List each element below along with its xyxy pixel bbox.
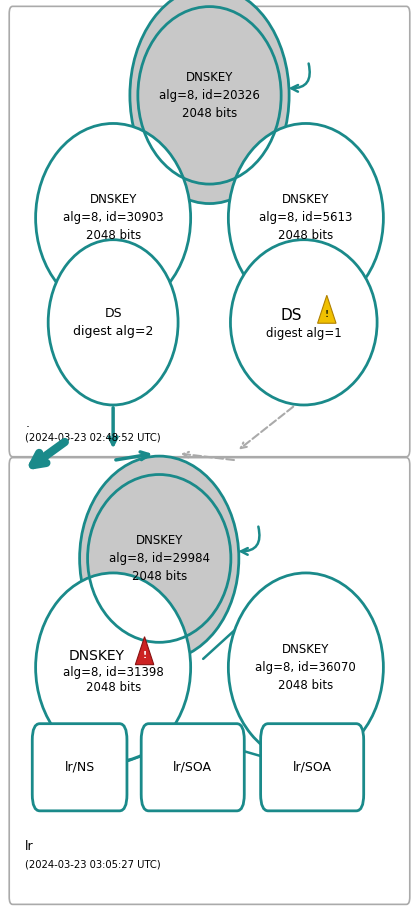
Ellipse shape [228, 573, 383, 762]
FancyBboxPatch shape [141, 724, 244, 811]
Text: DNSKEY: DNSKEY [68, 649, 124, 664]
Text: DNSKEY
alg=8, id=36070
2048 bits: DNSKEY alg=8, id=36070 2048 bits [256, 643, 356, 692]
Text: (2024-03-23 02:48:52 UTC): (2024-03-23 02:48:52 UTC) [25, 432, 161, 442]
Ellipse shape [228, 123, 383, 312]
Ellipse shape [36, 123, 191, 312]
Text: lr/NS: lr/NS [65, 761, 95, 774]
Text: alg=8, id=31398: alg=8, id=31398 [63, 666, 163, 679]
Text: .: . [25, 417, 29, 429]
Ellipse shape [80, 456, 239, 661]
Text: DNSKEY
alg=8, id=20326
2048 bits: DNSKEY alg=8, id=20326 2048 bits [159, 71, 260, 120]
Text: lr/SOA: lr/SOA [292, 761, 332, 774]
Text: lr: lr [25, 840, 34, 853]
Ellipse shape [48, 240, 178, 405]
Ellipse shape [36, 573, 191, 762]
Text: !: ! [325, 310, 329, 319]
Text: DNSKEY
alg=8, id=30903
2048 bits: DNSKEY alg=8, id=30903 2048 bits [63, 193, 163, 242]
FancyBboxPatch shape [9, 458, 410, 904]
Text: DS
digest alg=2: DS digest alg=2 [73, 307, 153, 338]
Text: DS: DS [280, 308, 302, 322]
FancyBboxPatch shape [261, 724, 364, 811]
Ellipse shape [230, 240, 377, 405]
FancyBboxPatch shape [32, 724, 127, 811]
Polygon shape [135, 637, 154, 665]
Text: digest alg=1: digest alg=1 [266, 327, 341, 340]
Polygon shape [318, 295, 336, 323]
Text: DNSKEY
alg=8, id=5613
2048 bits: DNSKEY alg=8, id=5613 2048 bits [259, 193, 352, 242]
Text: lr/SOA: lr/SOA [173, 761, 212, 774]
Ellipse shape [130, 0, 289, 203]
FancyBboxPatch shape [9, 6, 410, 457]
Text: DNSKEY
alg=8, id=29984
2048 bits: DNSKEY alg=8, id=29984 2048 bits [109, 534, 210, 583]
Text: (2024-03-23 03:05:27 UTC): (2024-03-23 03:05:27 UTC) [25, 859, 161, 869]
Text: 2048 bits: 2048 bits [85, 681, 141, 694]
Text: !: ! [142, 651, 147, 660]
